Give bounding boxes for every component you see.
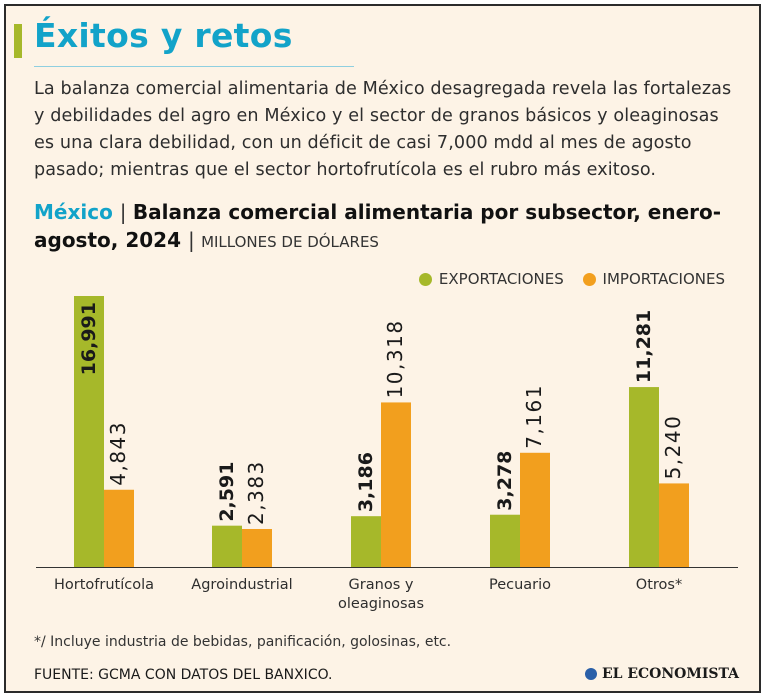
export-value-label-4: 3,278	[494, 451, 516, 511]
import-value-label-3: 10,318	[383, 319, 407, 398]
import-value-label-2: 2,383	[244, 460, 268, 525]
heading-separator-2: |	[187, 228, 202, 252]
export-bar-4	[490, 514, 520, 567]
legend-imports-swatch	[582, 272, 596, 286]
intro-paragraph: La balanza comercial alimentaria de Méxi…	[34, 79, 732, 180]
export-bar-5	[629, 387, 659, 567]
chart-heading: México | Balanza comercial alimentaria p…	[34, 198, 754, 256]
title-underline	[34, 66, 354, 67]
import-value-label-1: 4,843	[106, 421, 130, 486]
export-value-label-1: 16,991	[78, 302, 100, 375]
infographic-frame: Éxitos y retos La balanza comercial alim…	[4, 4, 761, 693]
export-value-label-5: 11,281	[633, 310, 655, 383]
import-bar-3	[381, 402, 411, 567]
import-value-label-5: 5,240	[661, 415, 685, 480]
category-label-1: Hortofrutícola	[54, 577, 154, 593]
import-bar-2	[242, 528, 272, 567]
export-bar-2	[212, 525, 242, 567]
chart-legend: EXPORTACIONES IMPORTACIONES	[405, 270, 725, 290]
export-value-label-3: 3,186	[355, 452, 377, 512]
heading-separator: |	[119, 200, 133, 224]
export-value-label-2: 2,591	[216, 462, 238, 522]
legend-imports-label: IMPORTACIONES	[602, 270, 725, 288]
page-title: Éxitos y retos	[34, 16, 293, 55]
export-bar-1	[74, 296, 104, 567]
legend-exports-swatch	[418, 272, 432, 286]
publisher-logo: EL ECONOMISTA	[584, 666, 739, 682]
chart-country: México	[34, 200, 113, 224]
import-bar-1	[104, 489, 134, 567]
title-accent-bar	[14, 24, 22, 58]
export-bar-3	[351, 516, 381, 567]
legend-exports: EXPORTACIONES	[418, 270, 564, 288]
chart-units: MILLONES DE DÓLARES	[201, 233, 379, 251]
category-label-3-line-2: oleaginosas	[338, 596, 424, 612]
import-bar-4	[520, 452, 550, 567]
logo-icon	[584, 668, 597, 680]
import-value-label-4: 7,161	[522, 384, 546, 449]
legend-exports-label: EXPORTACIONES	[438, 270, 564, 288]
category-label-4: Pecuario	[489, 577, 551, 593]
category-label-2: Agroindustrial	[191, 577, 292, 593]
footnote: */ Incluye industria de bebidas, panific…	[34, 634, 452, 650]
chart-title: Balanza comercial alimentaria por subsec…	[34, 200, 722, 252]
category-label-3: Granos y	[349, 577, 414, 593]
legend-imports: IMPORTACIONES	[582, 270, 725, 288]
logo-text: EL ECONOMISTA	[601, 666, 739, 682]
source-note: FUENTE: GCMA CON DATOS DEL BANXICO.	[34, 667, 333, 683]
import-bar-5	[659, 483, 689, 567]
category-label-5: Otros*	[636, 577, 682, 593]
